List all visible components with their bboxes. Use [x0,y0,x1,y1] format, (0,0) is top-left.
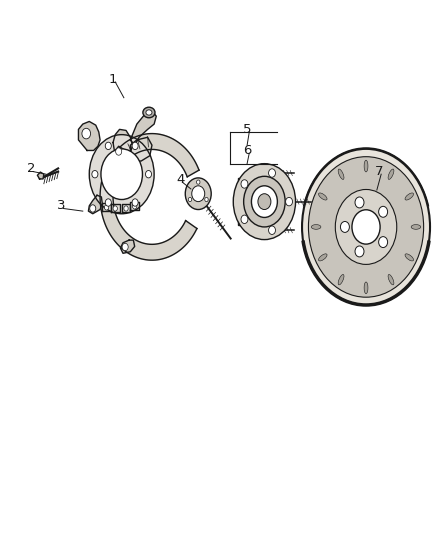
Polygon shape [131,138,152,161]
Circle shape [340,222,350,232]
Circle shape [105,199,111,206]
Text: 7: 7 [375,165,383,178]
Circle shape [378,206,388,217]
Circle shape [302,149,430,305]
Polygon shape [131,111,156,145]
Polygon shape [88,195,102,214]
Circle shape [233,164,296,240]
Ellipse shape [338,169,344,180]
Ellipse shape [143,107,155,118]
Text: 4: 4 [176,173,184,186]
Ellipse shape [311,224,321,229]
Circle shape [378,237,388,247]
Text: 3: 3 [57,199,65,212]
Circle shape [145,171,152,178]
Circle shape [101,149,142,199]
Circle shape [192,186,205,201]
Ellipse shape [405,254,413,261]
Text: 1: 1 [109,73,117,86]
Circle shape [185,178,211,209]
Circle shape [82,128,91,139]
Circle shape [355,197,364,208]
Circle shape [105,142,111,150]
Circle shape [352,210,380,244]
Circle shape [205,197,208,201]
Circle shape [113,206,117,211]
Ellipse shape [364,160,368,172]
Bar [238,178,251,225]
Circle shape [355,246,364,257]
Text: 2: 2 [27,163,35,175]
Circle shape [132,142,138,150]
Circle shape [124,206,128,211]
Circle shape [241,180,248,188]
Ellipse shape [318,254,327,261]
Circle shape [92,171,98,178]
Circle shape [89,135,154,214]
Circle shape [122,243,128,251]
Circle shape [188,197,192,201]
Circle shape [268,226,276,235]
Circle shape [286,197,293,206]
Text: 5: 5 [243,123,251,136]
Ellipse shape [388,274,394,285]
Circle shape [133,204,137,209]
Polygon shape [100,134,199,260]
Ellipse shape [405,193,413,200]
Ellipse shape [388,169,394,180]
Polygon shape [111,204,120,212]
Polygon shape [113,130,133,157]
Ellipse shape [411,224,421,229]
Polygon shape [115,146,126,161]
Polygon shape [78,122,100,150]
Circle shape [197,180,200,184]
Circle shape [241,215,248,223]
Circle shape [104,205,109,210]
Circle shape [90,205,96,212]
Circle shape [251,186,277,217]
Circle shape [258,193,271,209]
Circle shape [308,157,424,297]
Ellipse shape [146,110,152,115]
Polygon shape [120,240,134,253]
Circle shape [336,189,397,264]
Circle shape [268,169,276,177]
Polygon shape [37,172,44,179]
Ellipse shape [338,274,344,285]
Circle shape [132,199,138,206]
Ellipse shape [364,282,368,294]
Circle shape [244,176,285,227]
Polygon shape [131,202,139,210]
Polygon shape [122,204,131,212]
Text: 6: 6 [243,144,251,157]
Circle shape [116,148,122,155]
Ellipse shape [318,193,327,200]
Polygon shape [102,203,111,211]
